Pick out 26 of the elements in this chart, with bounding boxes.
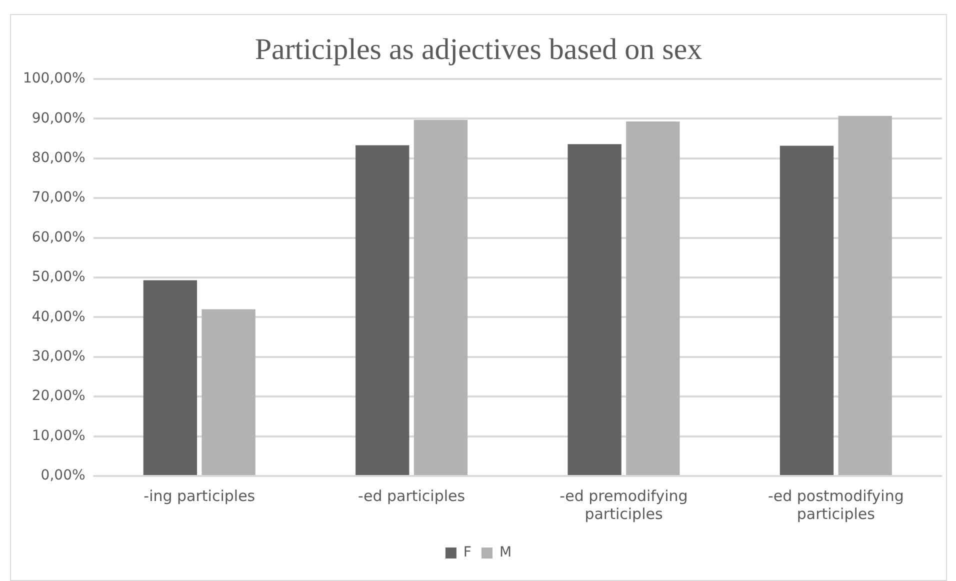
bar — [568, 144, 622, 475]
legend-label: F — [463, 544, 472, 561]
y-tick-label: 60,00% — [32, 229, 86, 246]
legend-label: M — [499, 544, 512, 561]
bar — [838, 116, 892, 475]
bar — [143, 280, 198, 475]
chart-title: Participles as adjectives based on sex — [254, 32, 702, 66]
x-tick-label: -ed postmodifying participles — [768, 486, 904, 523]
x-tick-label: -ing participles — [144, 486, 256, 505]
bar — [780, 146, 834, 475]
y-tick-label: 100,00% — [22, 70, 86, 87]
y-tick-label: 30,00% — [32, 348, 86, 365]
y-tick-label: 90,00% — [32, 110, 86, 126]
y-tick-label: 70,00% — [32, 190, 86, 206]
y-tick-label: 40,00% — [32, 308, 86, 325]
y-tick-label: 20,00% — [32, 388, 86, 404]
y-tick-label: 50,00% — [32, 269, 86, 286]
y-tick-label: 80,00% — [32, 150, 86, 166]
x-tick-label: -ed participles — [358, 486, 466, 505]
y-tick-label: 10,00% — [32, 428, 86, 444]
bar — [414, 120, 468, 475]
bar — [626, 121, 680, 475]
bar — [356, 145, 410, 475]
x-tick-label: -ed premodifying participles — [560, 486, 688, 523]
bar — [202, 309, 256, 475]
y-tick-label: 0,00% — [40, 468, 86, 484]
